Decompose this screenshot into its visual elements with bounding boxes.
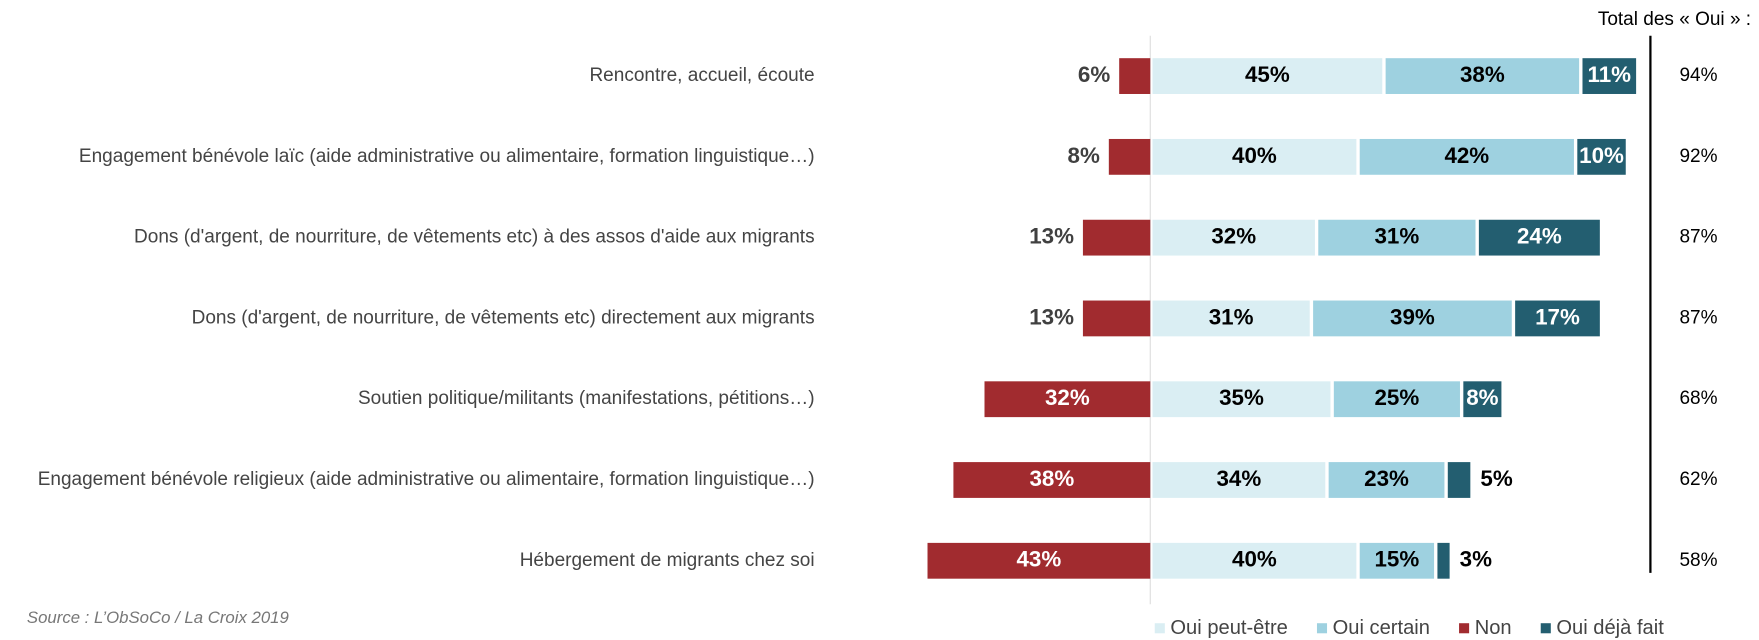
value-label: 13%	[1029, 224, 1074, 249]
bar-segment	[1152, 462, 1326, 498]
value-label: 39%	[1390, 304, 1435, 329]
category-label: Engagement bénévole laïc (aide administr…	[79, 146, 815, 167]
category-label: Engagement bénévole religieux (aide admi…	[38, 469, 815, 490]
value-label: 42%	[1444, 143, 1489, 168]
bar-segment	[1152, 138, 1357, 175]
total-label: 94%	[1679, 65, 1717, 86]
bar-segment	[984, 381, 1151, 418]
bar-segment	[1119, 58, 1151, 94]
value-label: 34%	[1217, 466, 1262, 491]
bar-segment	[1313, 300, 1512, 337]
legend-label: Oui peut-être	[1170, 617, 1287, 639]
bar-segment	[1082, 300, 1151, 337]
bar-segment	[1463, 381, 1502, 418]
total-label: 87%	[1679, 227, 1717, 248]
legend-label: Non	[1475, 617, 1512, 639]
legend-swatch	[1459, 623, 1470, 634]
legend-swatch	[1540, 623, 1551, 634]
total-label: 87%	[1679, 307, 1717, 328]
total-label: 62%	[1679, 469, 1717, 490]
category-label: Soutien politique/militants (manifestati…	[358, 388, 815, 409]
bar-segment	[1582, 58, 1637, 94]
total-label: 68%	[1679, 388, 1717, 409]
bar-segment	[1082, 219, 1151, 256]
value-label: 13%	[1029, 304, 1074, 329]
bar-segment	[1152, 542, 1357, 579]
value-label: 38%	[1460, 62, 1505, 87]
value-label: 45%	[1245, 62, 1290, 87]
value-label: 38%	[1029, 466, 1074, 491]
bar-segment	[1108, 138, 1151, 175]
value-label: 8%	[1068, 143, 1100, 168]
value-label: 5%	[1480, 466, 1512, 491]
total-label: 92%	[1679, 146, 1717, 167]
bar-segment	[1152, 381, 1331, 418]
bar-segment	[1152, 58, 1383, 94]
bar-segment	[1328, 462, 1445, 498]
bar-segment	[1385, 58, 1580, 94]
value-label: 31%	[1209, 304, 1254, 329]
bar-segment	[1577, 138, 1626, 175]
bar-segment	[1152, 219, 1315, 256]
value-label: 6%	[1078, 62, 1110, 87]
legend-swatch	[1316, 623, 1328, 634]
bar-segment	[953, 462, 1151, 498]
value-label: 11%	[1588, 62, 1632, 87]
legend-swatch	[1154, 623, 1165, 634]
bar-segment	[1152, 300, 1310, 337]
bar-segment	[1359, 542, 1435, 579]
value-label: 15%	[1375, 547, 1420, 572]
value-label: 32%	[1211, 224, 1256, 249]
category-label: Dons (d'argent, de nourriture, de vêteme…	[192, 307, 815, 328]
bar-segment	[1437, 542, 1450, 579]
category-label: Rencontre, accueil, écoute	[589, 65, 814, 86]
bar-segment	[1447, 462, 1471, 498]
value-label: 31%	[1375, 224, 1420, 249]
total-label: 58%	[1679, 550, 1717, 571]
value-label: 23%	[1364, 466, 1409, 491]
source: Source : L’ObSoCo / La Croix 2019	[27, 608, 289, 627]
value-label: 3%	[1460, 547, 1492, 572]
value-label: 32%	[1045, 385, 1090, 410]
category-label: Hébergement de migrants chez soi	[520, 550, 815, 571]
totals-title: Total des « Oui » :	[1598, 9, 1751, 30]
legend-label: Oui déjà fait	[1556, 617, 1664, 639]
bar-segment	[1359, 138, 1574, 175]
value-label: 24%	[1517, 224, 1562, 249]
bar-segment	[1515, 300, 1600, 337]
bar-segment	[1478, 219, 1600, 256]
value-label: 10%	[1579, 143, 1624, 168]
legend-label: Oui certain	[1333, 617, 1430, 639]
bar-segment	[1333, 381, 1460, 418]
value-label: 8%	[1466, 385, 1498, 410]
value-label: 40%	[1232, 143, 1277, 168]
bar-segment	[927, 542, 1151, 579]
bar-segment	[1318, 219, 1476, 256]
value-label: 40%	[1232, 547, 1277, 572]
value-label: 43%	[1017, 547, 1062, 572]
category-label: Dons (d'argent, de nourriture, de vêteme…	[134, 227, 815, 248]
value-label: 17%	[1535, 304, 1580, 329]
value-label: 25%	[1375, 385, 1420, 410]
value-label: 35%	[1219, 385, 1264, 410]
